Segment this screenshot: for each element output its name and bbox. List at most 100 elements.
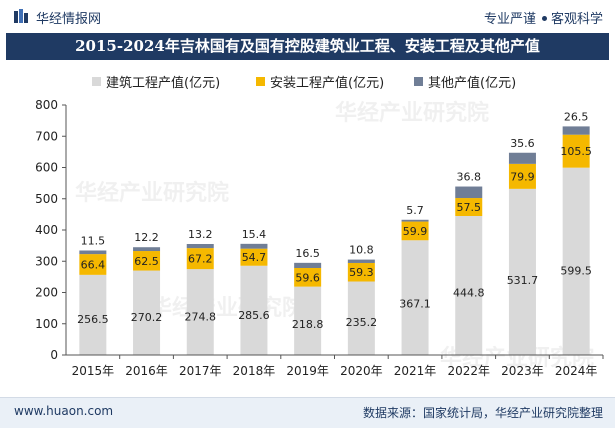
bar-construction (401, 240, 429, 355)
footer-source: 数据来源：国家统计局，华经产业研究院整理 (362, 406, 603, 420)
data-label-installation: 79.9 (510, 170, 535, 183)
data-label-other: 36.8 (457, 171, 482, 184)
bar-construction (294, 286, 322, 355)
logo-icon (14, 9, 28, 23)
bar-installation (508, 163, 536, 189)
data-label-installation: 66.4 (81, 258, 106, 271)
data-label-construction: 274.8 (185, 310, 217, 323)
data-label-construction: 444.8 (453, 286, 485, 299)
data-label-construction: 285.6 (238, 309, 270, 322)
x-tick-label: 2017年 (179, 364, 222, 378)
watermark-1: 华经产业研究院 (75, 180, 229, 206)
data-label-construction: 218.8 (292, 318, 324, 331)
x-tick-label: 2018年 (233, 364, 276, 378)
data-label-other: 10.8 (349, 244, 374, 257)
logo-text: 华经情报网 (36, 12, 102, 27)
bar-installation (401, 221, 429, 241)
y-axis: 0 100 200 300 400 500 600 700 800 (35, 98, 67, 362)
bar-installation (347, 262, 375, 282)
bar-other (79, 250, 107, 255)
bar-installation (240, 248, 268, 266)
slogan-left: 专业严谨 (483, 12, 536, 27)
data-label-construction: 367.1 (399, 297, 431, 310)
x-tick-label: 2023年 (501, 364, 544, 378)
bar-installation (133, 251, 161, 271)
legend-swatch-1 (256, 77, 265, 86)
x-axis: 2015年 2016年 2017年 2018年 2019年 2020年 2021年 2022年… (66, 354, 604, 378)
data-label-other: 35.6 (510, 137, 535, 150)
x-tick-label: 2016年 (125, 364, 168, 378)
data-label-other: 12.2 (134, 231, 159, 244)
legend: 建筑工程产值(亿元) 安装工程产值(亿元) 其他产值(亿元) (92, 75, 516, 91)
y-tick-label: 300 (35, 254, 58, 268)
bar-construction (79, 274, 107, 355)
footer-website: www.huaon.com (14, 404, 114, 418)
data-label-other: 11.5 (81, 235, 106, 248)
legend-swatch-0 (92, 77, 101, 86)
bar-other (562, 126, 590, 135)
bar-construction (186, 269, 214, 355)
y-tick-label: 200 (35, 286, 58, 300)
y-tick-label: 600 (35, 161, 58, 175)
bar-other (508, 152, 536, 164)
legend-label-0: 建筑工程产值(亿元) (106, 75, 220, 91)
bar-other (401, 219, 429, 222)
bar-installation (562, 134, 590, 168)
bar-construction (562, 167, 590, 355)
data-label-installation: 54.7 (242, 251, 267, 264)
bar-other (455, 186, 483, 199)
data-label-installation: 59.3 (349, 266, 374, 279)
legend-label-1: 安装工程产值(亿元) (270, 75, 384, 91)
x-tick-label: 2020年 (340, 364, 383, 378)
bar-installation (294, 268, 322, 287)
bar-construction (508, 188, 536, 355)
data-label-installation: 59.9 (403, 225, 428, 238)
bar-construction (347, 281, 375, 355)
watermark-2: 华经产业研究院 (335, 100, 489, 126)
data-label-construction: 270.2 (131, 311, 163, 324)
data-label-other: 15.4 (242, 228, 267, 241)
data-label-installation: 57.5 (457, 201, 482, 214)
y-tick-label: 0 (50, 348, 58, 362)
data-label-construction: 531.7 (507, 274, 539, 287)
bar-other (294, 262, 322, 268)
watermark-3: 华经产业研究院 (150, 295, 304, 321)
y-tick-label: 400 (35, 223, 58, 237)
x-tick-label: 2021年 (394, 364, 437, 378)
data-label-installation: 62.5 (134, 255, 159, 268)
title-banner: 2015-2024年吉林国有及国有控股建筑业工程、安装工程及其他产值 (6, 33, 609, 60)
data-label-other: 26.5 (564, 110, 589, 123)
data-label-other: 5.7 (406, 204, 424, 217)
bar-construction (240, 265, 268, 355)
bar-construction (133, 270, 161, 355)
x-tick-label: 2022年 (447, 364, 490, 378)
bar-other (347, 259, 375, 263)
data-label-other: 13.2 (188, 228, 213, 241)
bar-construction (455, 216, 483, 355)
data-label-construction: 599.5 (560, 265, 592, 278)
bar-installation (455, 198, 483, 216)
data-label-construction: 256.5 (77, 313, 109, 326)
x-tick-label: 2024年 (555, 364, 598, 378)
y-tick-label: 500 (35, 192, 58, 206)
footer: www.huaon.com 数据来源：国家统计局，华经产业研究院整理 (0, 397, 615, 428)
data-label-installation: 105.5 (560, 145, 592, 158)
stacked-bar-chart: 华经产业研究院 华经产业研究院 华经产业研究院 华经产业研究院 建筑工程产值(亿… (35, 75, 604, 378)
bar-installation (79, 254, 107, 275)
slogan-dot-icon (541, 16, 547, 21)
data-label-installation: 67.2 (188, 253, 213, 266)
bar-installation (186, 248, 214, 270)
legend-swatch-2 (414, 77, 423, 86)
legend-label-2: 其他产值(亿元) (428, 75, 516, 91)
bar-other (240, 243, 268, 249)
bars: 256.5 66.4 11.5 270.2 62.5 12.2 274.8 67.2 13.2 2… (77, 110, 592, 355)
data-label-installation: 59.6 (295, 271, 320, 284)
y-tick-label: 700 (35, 129, 58, 143)
slogan: 专业严谨 客观科学 (484, 8, 603, 27)
bar-other (186, 244, 214, 249)
y-tick-label: 100 (35, 317, 58, 331)
x-tick-label: 2015年 (72, 364, 115, 378)
data-label-construction: 235.2 (346, 316, 378, 329)
top-bar: 华经情报网 专业严谨 客观科学 (0, 0, 615, 33)
